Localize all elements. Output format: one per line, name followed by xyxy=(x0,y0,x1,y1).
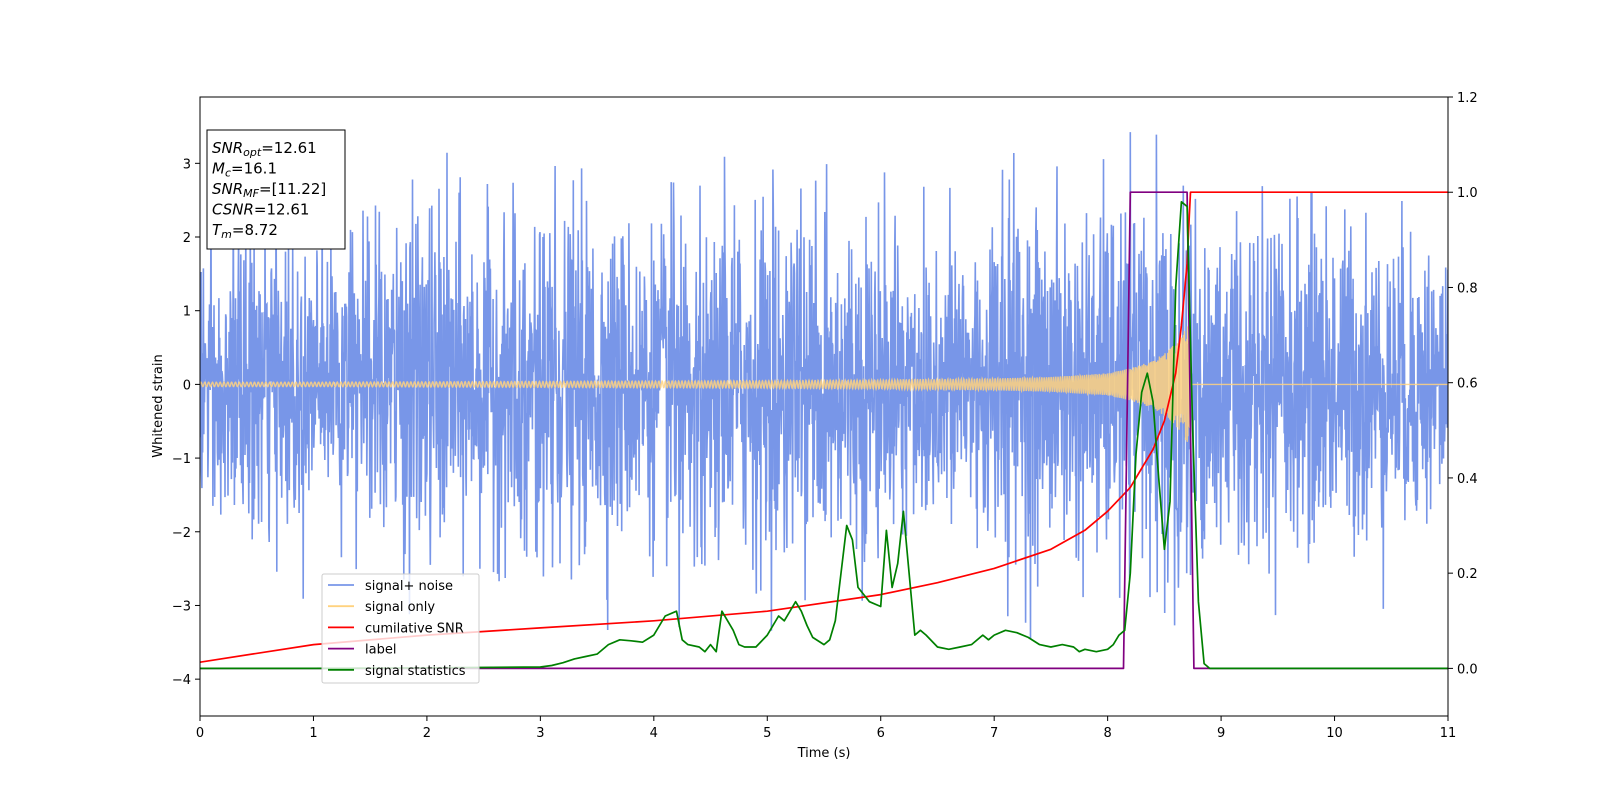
annotation-line: CSNR=12.61 xyxy=(212,201,309,219)
legend-entry: label xyxy=(365,643,396,658)
plot-frame xyxy=(199,96,1449,717)
legend: signal+ noise signal only cumilative SNR la… xyxy=(321,573,480,684)
x-tick-label: 2 xyxy=(423,726,431,741)
legend-entry: cumilative SNR xyxy=(365,621,464,636)
legend-entry: signal only xyxy=(365,600,435,615)
y-tick-label-left: 0 xyxy=(183,378,191,393)
signal-statistics-line xyxy=(200,200,1448,670)
x-tick-label: 1 xyxy=(309,726,317,741)
annotation-line: SNRMF=[11.22] xyxy=(212,180,326,200)
signal-noise-line xyxy=(200,132,1448,640)
x-tick-label: 6 xyxy=(877,726,885,741)
legend-entry: signal+ noise xyxy=(365,579,453,594)
cumulative-snr-line xyxy=(200,191,1448,664)
y-tick-label-left: 3 xyxy=(183,157,191,172)
x-tick-label: 0 xyxy=(196,726,204,741)
y-tick-label-right: 0.4 xyxy=(1457,472,1478,487)
y-axis-left: −4 −3 −2 −1 0 1 2 3 xyxy=(172,157,200,688)
x-tick-label: 5 xyxy=(763,726,771,741)
y-axis-right: 0.0 0.2 0.4 0.6 0.8 1.0 1.2 xyxy=(1448,91,1478,677)
x-tick-label: 8 xyxy=(1103,726,1111,741)
y-tick-label-left: 1 xyxy=(183,305,191,320)
annotation-frame xyxy=(206,129,346,250)
signal-only-line xyxy=(200,326,1448,442)
x-tick-label: 10 xyxy=(1326,726,1343,741)
x-axis: 0 1 2 3 4 5 6 7 8 9 10 11 xyxy=(196,716,1456,741)
legend-frame xyxy=(321,573,480,684)
y-axis-label: Whitened strain xyxy=(151,354,166,457)
y-tick-label-left: −1 xyxy=(172,452,191,467)
x-tick-label: 7 xyxy=(990,726,998,741)
annotation-line: SNRopt=12.61 xyxy=(212,139,317,159)
annotation-line: Mc=16.1 xyxy=(212,160,277,180)
y-tick-label-right: 0.2 xyxy=(1457,567,1478,582)
x-tick-label: 11 xyxy=(1440,726,1457,741)
y-tick-label-left: −4 xyxy=(172,673,191,688)
x-tick-label: 4 xyxy=(650,726,658,741)
y-tick-label-right: 0.6 xyxy=(1457,377,1478,392)
y-tick-label-left: −3 xyxy=(172,599,191,614)
legend-entry: signal statistics xyxy=(365,664,466,679)
y-tick-label-right: 0.8 xyxy=(1457,281,1478,296)
x-tick-label: 3 xyxy=(536,726,544,741)
annotation-box: SNRopt=12.61Mc=16.1SNRMF=[11.22]CSNR=12.… xyxy=(206,129,346,250)
y-tick-label-left: −2 xyxy=(172,526,191,541)
y-tick-label-left: 2 xyxy=(183,231,191,246)
annotation-line: Tm=8.72 xyxy=(212,221,278,241)
y-tick-label-right: 0.0 xyxy=(1457,662,1478,677)
x-tick-label: 9 xyxy=(1217,726,1225,741)
signal-noise-series xyxy=(200,132,1448,640)
x-axis-label: Time (s) xyxy=(797,746,851,761)
y-tick-label-right: 1.0 xyxy=(1457,186,1478,201)
signal-only-series xyxy=(200,326,1448,442)
y-tick-label-right: 1.2 xyxy=(1457,91,1478,106)
